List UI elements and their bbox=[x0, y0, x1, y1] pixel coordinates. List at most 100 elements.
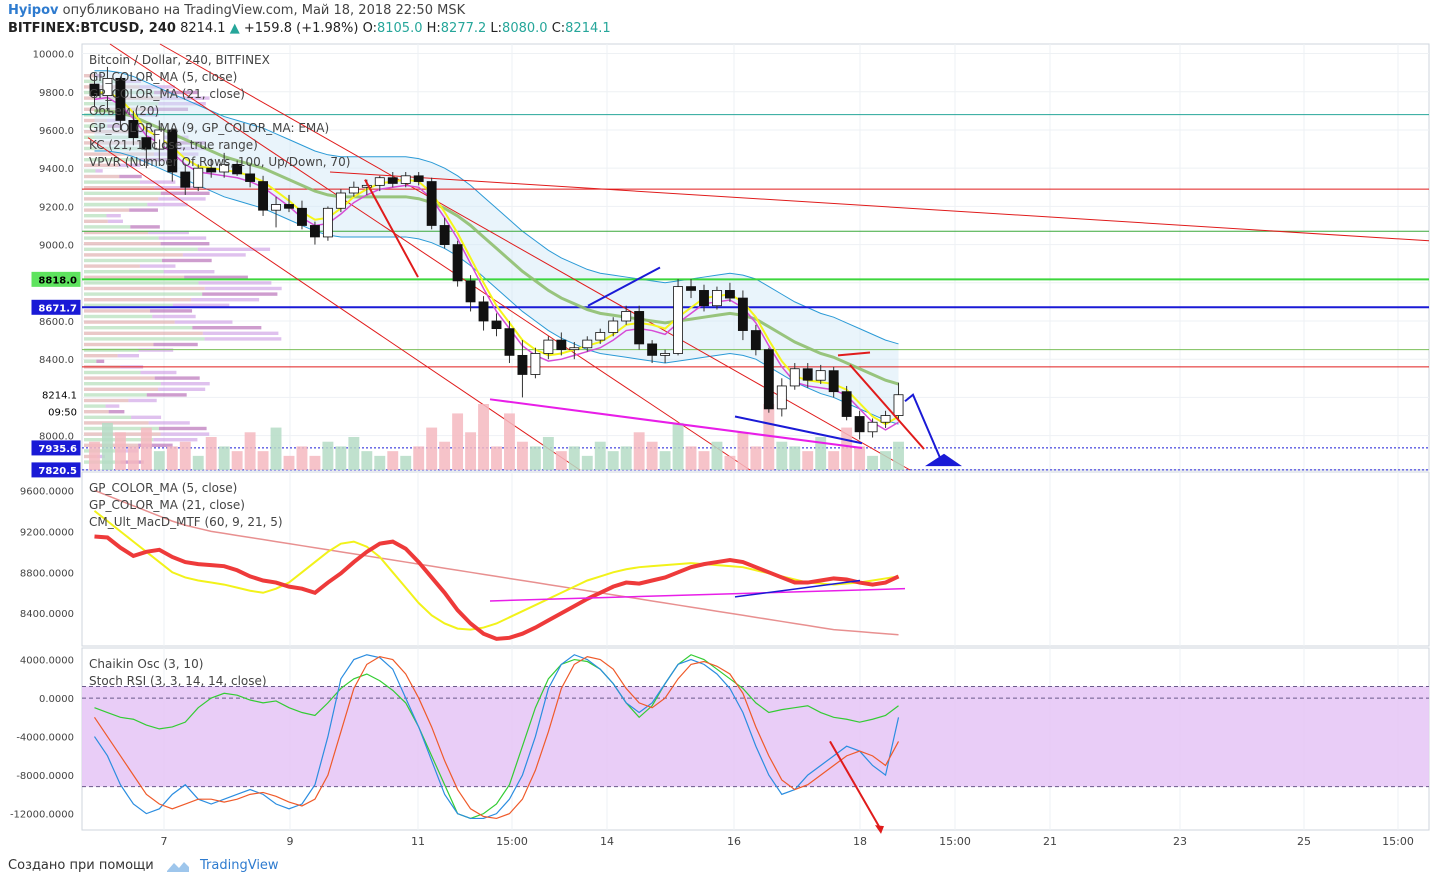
candle bbox=[543, 339, 554, 354]
vpvr-bar bbox=[204, 286, 282, 291]
footer: Создано при помощи TradingView bbox=[8, 858, 279, 873]
vpvr-bar bbox=[84, 242, 161, 246]
candle bbox=[854, 416, 865, 433]
price-badge bbox=[31, 440, 81, 456]
vpvr-bar bbox=[158, 197, 206, 201]
vpvr-bar bbox=[138, 443, 173, 447]
y-tick-label: 9000.0 bbox=[39, 241, 74, 252]
publication-line: Hyipov опубликовано на TradingView.com, … bbox=[8, 3, 465, 18]
vpvr-bar bbox=[84, 208, 130, 212]
volume-bar bbox=[140, 427, 152, 470]
price-badge bbox=[31, 387, 81, 403]
vpvr-bar bbox=[117, 449, 139, 453]
vpvr-bar bbox=[202, 292, 278, 296]
price-badge bbox=[31, 404, 81, 420]
ma-slow-line bbox=[94, 109, 899, 386]
trendline-red bbox=[109, 43, 751, 471]
candle bbox=[465, 280, 476, 303]
volume-bar bbox=[542, 437, 554, 470]
vpvr-bar bbox=[160, 432, 210, 436]
vpvr-bar bbox=[84, 118, 107, 123]
vpvr-bar bbox=[84, 186, 155, 190]
vpvr-bar bbox=[107, 219, 123, 223]
osc-y-tick: -12000.0000 bbox=[10, 810, 74, 821]
price-badge-text: 8818.0 bbox=[38, 275, 77, 286]
candle bbox=[569, 347, 580, 351]
main-legend-item: GP_COLOR_MA (5, close) bbox=[89, 70, 237, 84]
main-legend-item: Объем (20) bbox=[89, 104, 159, 118]
volume-bar bbox=[594, 441, 606, 470]
vpvr-bar bbox=[84, 225, 131, 229]
candle bbox=[310, 225, 320, 238]
volume-bar bbox=[737, 432, 749, 470]
vpvr-bar bbox=[84, 370, 141, 375]
vpvr-bar bbox=[184, 275, 248, 279]
main-legend-item: KC (21, 1, close, true range) bbox=[89, 138, 258, 152]
chart-svg[interactable]: 10000.0 9800.0 9600.0 9400.0 9200.0 9000.0 860… bbox=[0, 40, 1437, 852]
vpvr-bar bbox=[106, 118, 122, 123]
x-tick-label: 14 bbox=[600, 835, 614, 848]
volume-bar bbox=[646, 441, 658, 470]
arrow-red bbox=[837, 351, 871, 357]
price-badge bbox=[31, 299, 81, 315]
vpvr-bar bbox=[84, 74, 95, 78]
vpvr-bar bbox=[107, 124, 123, 128]
vpvr-bar bbox=[95, 74, 102, 78]
volume-bar bbox=[257, 451, 269, 470]
vpvr-bar bbox=[84, 286, 205, 291]
main-legend-item: GP_COLOR_MA (21, close) bbox=[89, 87, 245, 101]
candle bbox=[387, 177, 398, 184]
vpvr-bar bbox=[160, 242, 210, 246]
y-tick-label: 8600.0 bbox=[39, 317, 74, 328]
tradingview-link[interactable]: TradingView bbox=[200, 858, 279, 873]
volume-bar bbox=[763, 404, 775, 470]
candle bbox=[452, 244, 463, 282]
macd-pink-line bbox=[94, 489, 899, 636]
chart-area[interactable]: 10000.0 9800.0 9600.0 9400.0 9200.0 9000.0 860… bbox=[0, 40, 1437, 856]
osc-y-tick: -4000.0000 bbox=[16, 733, 74, 744]
candle bbox=[802, 368, 813, 381]
volume-bar bbox=[802, 451, 814, 470]
candle bbox=[699, 290, 709, 307]
price-badge-text: 8671.7 bbox=[38, 303, 77, 314]
volume-bar bbox=[750, 446, 762, 470]
vpvr-bar bbox=[84, 421, 149, 425]
symbol-label: BITFINEX:BTCUSD, 240 bbox=[8, 21, 176, 36]
vpvr-bar bbox=[84, 359, 97, 363]
candle bbox=[530, 353, 541, 375]
volume-bar bbox=[529, 446, 541, 470]
price-badge bbox=[31, 271, 81, 287]
vpvr-bar bbox=[84, 320, 175, 324]
candle bbox=[219, 163, 230, 173]
vpvr-bar bbox=[118, 79, 142, 83]
vpvr-bar bbox=[84, 337, 205, 341]
volume-bar bbox=[270, 427, 282, 470]
candle bbox=[348, 186, 359, 194]
candle bbox=[141, 137, 152, 150]
volume-bar bbox=[244, 432, 256, 470]
vpvr-bar bbox=[198, 281, 272, 285]
author-name[interactable]: Hyipov bbox=[8, 3, 59, 18]
volume-bar bbox=[179, 441, 191, 470]
volume-bar bbox=[893, 441, 904, 470]
vpvr-bar bbox=[129, 208, 158, 212]
y-tick-label: 8000.0 bbox=[39, 432, 74, 443]
vpvr-bar bbox=[139, 158, 175, 162]
vpvr-bar bbox=[172, 303, 230, 307]
vpvr-bar bbox=[154, 186, 200, 190]
last-price: 8214.1 bbox=[180, 21, 226, 36]
vpvr-bar bbox=[174, 320, 233, 324]
y-tick-label: 9400.0 bbox=[39, 164, 74, 175]
y-tick-label: 9600.0 bbox=[39, 126, 74, 137]
x-tick-label: 7 bbox=[161, 835, 168, 848]
vpvr-bar bbox=[128, 398, 157, 403]
vpvr-bar bbox=[84, 230, 149, 235]
tradingview-logo-icon[interactable] bbox=[166, 859, 190, 873]
vpvr-bar bbox=[84, 163, 119, 167]
vpvr-bar bbox=[95, 169, 103, 173]
volume-bar bbox=[413, 446, 425, 470]
macd-legend-item: GP_COLOR_MA (21, close) bbox=[89, 498, 245, 512]
volume-bar bbox=[465, 432, 477, 470]
volume-bar bbox=[439, 441, 451, 470]
x-tick-label: 21 bbox=[1043, 835, 1057, 848]
